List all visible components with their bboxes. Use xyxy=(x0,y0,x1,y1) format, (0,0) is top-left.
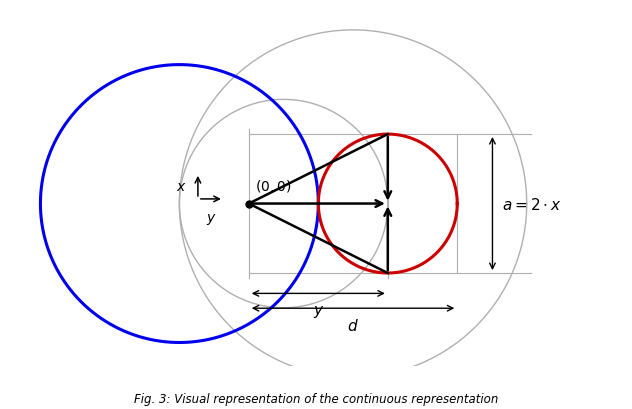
Text: $x$: $x$ xyxy=(176,180,187,193)
Text: $d$: $d$ xyxy=(347,318,359,334)
Text: $a = 2 \cdot x$: $a = 2 \cdot x$ xyxy=(502,196,561,212)
Text: $(0,0)$: $(0,0)$ xyxy=(255,178,292,195)
Text: $y$: $y$ xyxy=(205,211,216,227)
Text: Fig. 3: Visual representation of the continuous representation: Fig. 3: Visual representation of the con… xyxy=(134,392,498,405)
Text: $y$: $y$ xyxy=(313,303,324,319)
